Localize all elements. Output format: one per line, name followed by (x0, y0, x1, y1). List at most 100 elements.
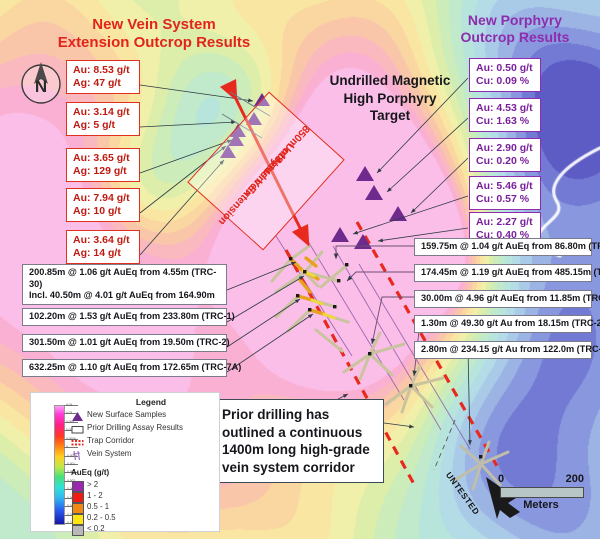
mag-tick-10 (64, 489, 78, 491)
scale-bar-rect (500, 487, 584, 498)
auq-swatch-3 (72, 514, 84, 525)
vein-ag-2: Ag: 5 g/t (73, 119, 115, 132)
legend-label-vein-system: Vein System (87, 449, 132, 458)
prior-drilling-text: Prior drilling has outlined a continuous… (222, 407, 370, 475)
legend-label-surface-samples: New Surface Samples (87, 410, 167, 419)
drill-result-box-trc30: 200.85m @ 1.06 g/t AuEq from 4.55m (TRC-… (22, 264, 227, 305)
vein-ag-3: Ag: 129 g/t (73, 165, 127, 178)
vein-outcrop-box-4: Au: 7.94 g/t Ag: 10 g/t (66, 188, 140, 223)
mag-tick-label-4: 0.0006 (66, 436, 76, 441)
title-undrilled-target: Undrilled Magnetic High Porphyry Target (300, 72, 480, 125)
extension-double-arrow (219, 78, 310, 247)
vein-outcrop-box-1: Au: 8.53 g/t Ag: 47 g/t (66, 60, 140, 95)
leader-line-prior-b (383, 422, 415, 429)
title-vein-line2: Extension Outcrop Results (57, 34, 251, 51)
drill-right-4-line1: 1.30m @ 49.30 g/t Au from 18.15m (TRC-25… (421, 318, 600, 328)
auq-swatch-1 (72, 492, 84, 503)
drill-result-box-trc1: 102.20m @ 1.53 g/t AuEq from 233.80m (TR… (22, 308, 235, 326)
drill-right-1-line1: 159.75m @ 1.04 g/t AuEq from 86.80m (TRC… (421, 241, 600, 251)
drill-right-5-line1: 2.80m @ 234.15 g/t Au from 122.0m (TRC-2… (421, 344, 600, 354)
mag-tick-3 (64, 430, 78, 432)
porph-au-4: Au: 5.46 g/t (476, 180, 533, 192)
drill-left-3-line1: 301.50m @ 1.01 g/t AuEq from 19.50m (TRC… (29, 337, 230, 347)
mag-tick-4 (64, 438, 78, 440)
porph-au-1: Au: 0.50 g/t (476, 62, 533, 74)
mag-tick-label-14: -0.07 (66, 521, 74, 525)
strike-ticks (221, 91, 271, 139)
mag-tick-12 (64, 506, 78, 508)
legend-panel: Magnetic Susceptibility 0.040.030.0050.0… (30, 392, 220, 536)
drill-traces-north (270, 244, 350, 353)
drill-result-box-trc25: 1.30m @ 49.30 g/t Au from 18.15m (TRC-25… (414, 315, 600, 333)
auq-label-2: 0.5 - 1 (87, 502, 110, 511)
mag-tick-label-9: -0.003 (66, 478, 76, 483)
auq-swatch-4 (72, 525, 84, 536)
magnetic-susceptibility-colorbar (54, 405, 65, 525)
vein-outcrop-box-3: Au: 3.65 g/t Ag: 129 g/t (66, 148, 140, 183)
title-porphyry: New Porphyry Outcrop Results (440, 12, 590, 46)
leader-lines-porphyry (352, 77, 469, 243)
porph-cu-3: Cu: 0.20 % (476, 155, 530, 168)
porph-cu-4: Cu: 0.57 % (476, 193, 530, 206)
vein-au-1: Au: 8.53 g/t (73, 64, 130, 76)
porph-au-5: Au: 2.27 g/t (476, 216, 533, 228)
prior-drilling-callout: Prior drilling has outlined a continuous… (213, 399, 384, 484)
drill-left-2-line1: 102.20m @ 1.53 g/t AuEq from 233.80m (TR… (29, 311, 235, 321)
vein-ag-4: Ag: 10 g/t (73, 205, 121, 218)
auq-label-1: 1 - 2 (87, 491, 103, 500)
drill-left-1-line1: 200.85m @ 1.06 g/t AuEq from 4.55m (TRC-… (29, 267, 217, 289)
vein-ag-1: Ag: 47 g/t (73, 77, 121, 90)
mag-tick-label-5: 0 (66, 445, 68, 450)
porph-cu-1: Cu: 0.09 % (476, 75, 530, 88)
mag-tick-11 (64, 497, 78, 499)
mag-tick-label-12: -0.016 (66, 504, 76, 509)
mag-tick-6 (64, 455, 78, 457)
mag-tick-label-13: -0.03 (66, 512, 74, 517)
mag-tick-label-8: -0.002 (66, 470, 76, 475)
legend-title: Legend (135, 397, 167, 407)
legend-label-prior-drilling: Prior Drilling Assay Results (87, 423, 184, 432)
drill-result-box-trc11: 174.45m @ 1.19 g/t AuEq from 485.15m (TR… (414, 264, 600, 282)
north-label: N (35, 77, 47, 96)
drill-result-box-trc7a: 632.25m @ 1.10 g/t AuEq from 172.65m (TR… (22, 359, 242, 377)
leader-lines-drill-left (226, 261, 314, 373)
target-line1: Undrilled Magnetic (329, 73, 451, 88)
drill-traces-middle (342, 331, 406, 381)
porphyry-outcrop-box-3: Au: 2.90 g/t Cu: 0.20 % (469, 138, 541, 173)
porph-au-3: Au: 2.90 g/t (476, 142, 533, 154)
target-line3: Target (369, 108, 411, 124)
triangle-icon (71, 409, 84, 421)
drill-result-box-trc14: 30.00m @ 4.96 g/t AuEq from 11.85m (TRC-… (414, 290, 600, 308)
vein-au-2: Au: 3.14 g/t (73, 106, 130, 118)
vein-au-5: Au: 3.64 g/t (73, 234, 130, 246)
title-porphyry-line2: Outcrop Results (460, 28, 570, 45)
title-vein-line1: New Vein System (92, 16, 216, 33)
target-line2: High Porphyry (343, 90, 437, 106)
drill-result-box-trc2: 301.50m @ 1.01 g/t AuEq from 19.50m (TRC… (22, 334, 230, 352)
surface-sample-triangles-porphyry (331, 166, 407, 249)
scale-bar: 0 200 Meters (498, 473, 584, 511)
legend-label-trap-corridor: Trap Corridor (87, 436, 135, 445)
drill-left-1-line2: Incl. 40.50m @ 4.01 g/t AuEq from 164.90… (29, 290, 215, 300)
mag-tick-label-3: 0.0014 (66, 428, 76, 433)
mag-tick-9 (64, 480, 78, 482)
drill-result-box-trc3: 159.75m @ 1.04 g/t AuEq from 86.80m (TRC… (414, 238, 600, 256)
rectangle-outline-icon (71, 422, 84, 434)
mag-tick-label-7: -0.001 (66, 462, 76, 466)
mag-tick-label-2: 0.005 (66, 419, 74, 424)
vein-outcrop-box-2: Au: 3.14 g/t Ag: 5 g/t (66, 102, 140, 137)
drill-right-2-line1: 174.45m @ 1.19 g/t AuEq from 485.15m (TR… (421, 267, 600, 277)
drill-left-4-line1: 632.25m @ 1.10 g/t AuEq from 172.65m (TR… (29, 362, 242, 372)
vein-ag-5: Ag: 14 g/t (73, 247, 121, 260)
vein-au-3: Au: 3.65 g/t (73, 152, 130, 164)
legend-auq-header: AuEq (g/t) (71, 468, 110, 477)
auq-label-0: > 2 (87, 480, 99, 489)
north-arrow: N (18, 58, 64, 106)
scale-start-label: 0 (498, 473, 505, 485)
mag-tick-8 (64, 472, 78, 474)
mag-tick-label-1: 0.03 (66, 411, 73, 416)
drill-result-box-trc26: 2.80m @ 234.15 g/t Au from 122.0m (TRC-2… (414, 341, 600, 359)
porph-au-2: Au: 4.53 g/t (476, 102, 533, 114)
mag-tick-label-0: 0.04 (66, 403, 73, 407)
